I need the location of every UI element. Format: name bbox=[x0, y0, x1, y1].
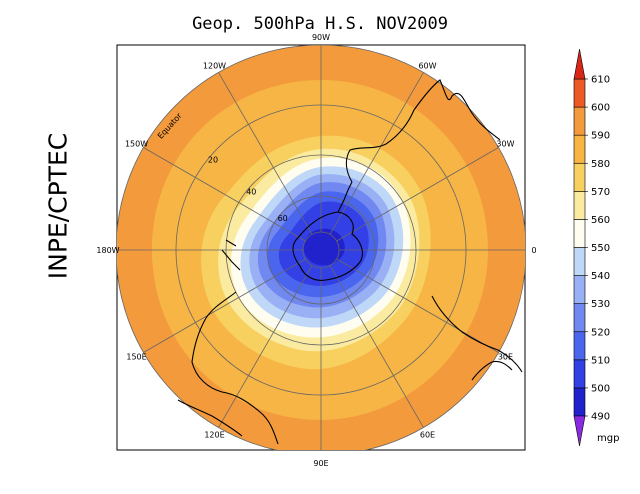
colorbar-label-550: 550 bbox=[591, 243, 610, 254]
colorbar-label-580: 580 bbox=[591, 159, 610, 170]
coast-africa-lower bbox=[471, 360, 513, 381]
colorbar-label-590: 590 bbox=[591, 131, 610, 142]
coast-australia bbox=[191, 291, 279, 445]
lon-label-120e: 120E bbox=[204, 430, 224, 439]
lon-label-0: 0 bbox=[531, 246, 536, 255]
colorbar-band-510 bbox=[573, 331, 586, 361]
coast-africa bbox=[431, 295, 523, 373]
colorbar-band-530 bbox=[573, 275, 586, 304]
coast-south-america bbox=[345, 79, 501, 183]
colorbar-band-580 bbox=[573, 134, 586, 164]
meridian--30 bbox=[336, 147, 499, 242]
colorbar-band-500 bbox=[573, 359, 586, 389]
colorbar-label-570: 570 bbox=[591, 187, 610, 198]
coast-indonesia bbox=[177, 399, 243, 437]
graticule bbox=[117, 45, 525, 450]
meridian--150 bbox=[143, 147, 306, 242]
colorbar-unit: mgp bbox=[597, 433, 619, 444]
colorbar-band-520 bbox=[573, 303, 586, 333]
colorbar-label-490: 490 bbox=[591, 412, 610, 423]
colorbar-label-520: 520 bbox=[591, 327, 610, 338]
meridian-60 bbox=[329, 265, 424, 428]
meridian-150 bbox=[143, 258, 306, 353]
colorbar-band-590 bbox=[573, 106, 586, 136]
meridian--120 bbox=[218, 72, 313, 235]
colorbar: 490 500 510 520 530 540 550 560 570 580 590 600 610 m… bbox=[573, 48, 619, 447]
colorbar-label-530: 530 bbox=[591, 299, 610, 310]
lon-label-90w: 90W bbox=[312, 33, 330, 42]
lon-label-30w: 30W bbox=[496, 140, 514, 149]
lon-label-60w: 60W bbox=[418, 62, 436, 71]
colorbar-label-560: 560 bbox=[591, 215, 610, 226]
colorbar-label-510: 510 bbox=[591, 355, 610, 366]
meridian-120 bbox=[218, 265, 313, 428]
colorbar-label-600: 600 bbox=[591, 103, 610, 114]
lat-label-60: 60 bbox=[278, 214, 288, 223]
coast-antarctic-peninsula bbox=[337, 181, 353, 213]
lat-label-20: 20 bbox=[208, 155, 218, 164]
meridian-30 bbox=[336, 258, 499, 353]
colorbar-band-570 bbox=[573, 162, 586, 192]
colorbar-band-560 bbox=[573, 191, 586, 220]
colorbar-band-540 bbox=[573, 247, 586, 276]
coastlines bbox=[177, 79, 523, 445]
lon-label-150e: 150E bbox=[126, 353, 146, 362]
lon-label-150w: 150W bbox=[125, 140, 148, 149]
lat-label-40: 40 bbox=[246, 188, 256, 197]
lon-label-90e: 90E bbox=[313, 459, 328, 468]
colorbar-label-540: 540 bbox=[591, 271, 610, 282]
coast-new-zealand bbox=[221, 239, 241, 271]
colorbar-band-550 bbox=[573, 219, 586, 248]
colorbar-arrow-below bbox=[573, 415, 586, 447]
lon-label-180w: 180W bbox=[96, 246, 119, 255]
lon-label-60e: 60E bbox=[420, 430, 435, 439]
colorbar-band-490 bbox=[573, 387, 586, 417]
lon-label-120w: 120W bbox=[203, 62, 226, 71]
lon-label-30e: 30E bbox=[498, 353, 513, 362]
colorbar-label-500: 500 bbox=[591, 383, 610, 394]
colorbar-arrow-above bbox=[573, 48, 586, 80]
map-title: Geop. 500hPa H.S. NOV2009 bbox=[192, 14, 448, 34]
colorbar-band-600 bbox=[573, 78, 586, 108]
meridian--60 bbox=[329, 72, 424, 235]
colorbar-label-610: 610 bbox=[591, 75, 610, 86]
